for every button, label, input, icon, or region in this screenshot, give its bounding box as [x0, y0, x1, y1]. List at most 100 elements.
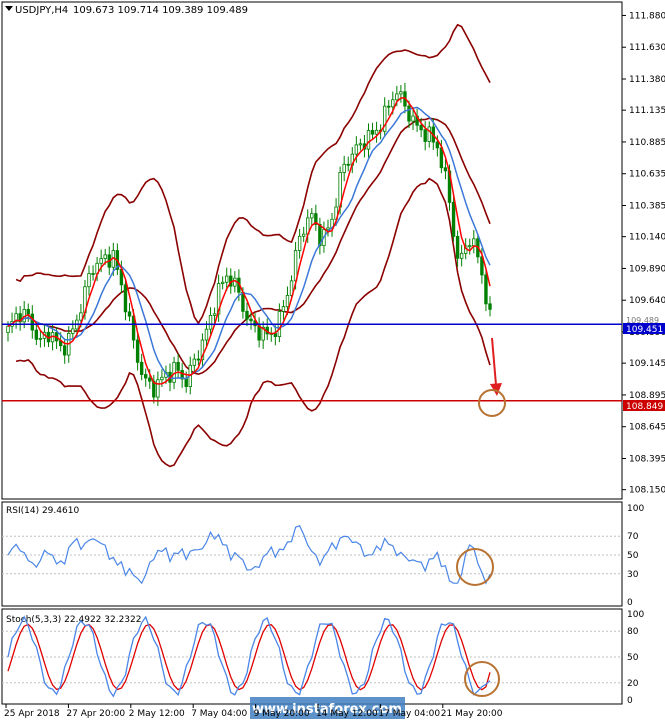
price-panel-frame — [1, 1, 623, 500]
candle — [346, 156, 350, 172]
candle-body — [192, 358, 197, 366]
candle-body — [176, 361, 180, 371]
candle-body — [488, 303, 492, 310]
candle-body — [310, 213, 314, 219]
time-axis: 25 Apr 2018 27 Apr 20:00 2 May 12:00 7 May … — [4, 704, 503, 719]
candle-body — [87, 273, 91, 288]
candle-body — [18, 313, 22, 323]
price-axis-ticks: 111.880 111.630 111.380 111.135 110.885 110.6… — [622, 11, 665, 496]
candle — [176, 353, 180, 378]
target-price-label: 108.849 — [626, 402, 663, 412]
candle-body — [139, 361, 144, 375]
stoch-levels: 100 80 50 20 0 — [2, 610, 644, 706]
candle — [488, 296, 492, 317]
candle — [358, 138, 363, 151]
candle-body — [257, 325, 261, 341]
candle — [427, 121, 431, 148]
stoch-level-label: 80 — [627, 627, 639, 637]
fast-ma-line — [7, 97, 491, 385]
candle-body — [91, 273, 95, 275]
chart-symbol: USDJPY,H4 — [15, 5, 68, 16]
candle-body — [484, 274, 488, 305]
rsi-title: RSI(14) 29.4610 — [6, 506, 79, 516]
candle-body — [395, 93, 399, 101]
candle — [407, 100, 411, 129]
candle-body — [468, 245, 472, 248]
price-tick-label: 110.385 — [629, 202, 665, 212]
candle-body — [297, 235, 302, 251]
candle — [180, 363, 184, 388]
time-tick-label: 25 Apr 2018 — [4, 709, 60, 719]
candle-body — [200, 339, 205, 361]
candle-body — [419, 124, 423, 131]
candle — [301, 226, 306, 243]
candle — [249, 312, 253, 330]
watermark-band — [250, 697, 405, 719]
candle-body — [301, 233, 306, 237]
candle — [135, 332, 140, 371]
candle-body — [443, 167, 448, 172]
candle — [387, 99, 391, 116]
candle-body — [427, 126, 431, 142]
candle — [484, 267, 488, 312]
candle-body — [374, 129, 379, 135]
price-tick-label: 111.135 — [629, 106, 665, 116]
candle-body — [135, 339, 140, 363]
candle-body — [63, 345, 67, 356]
candle-body — [123, 284, 128, 313]
candle-body — [346, 163, 350, 166]
candle — [225, 267, 229, 291]
candle-body — [472, 238, 476, 247]
candle — [144, 368, 148, 387]
rsi-level-label: 50 — [627, 551, 639, 561]
rsi-panel-frame — [1, 501, 623, 607]
candle — [212, 307, 217, 324]
candle-body — [233, 277, 237, 287]
candlestick-series — [6, 82, 492, 406]
price-tick-label: 108.895 — [629, 391, 665, 401]
candle — [281, 299, 286, 320]
candle — [423, 121, 427, 151]
stoch-level-label: 0 — [627, 696, 633, 706]
candle — [261, 321, 265, 349]
candle-body — [184, 378, 188, 387]
time-tick-label: 2 May 12:00 — [129, 709, 185, 719]
candle-body — [160, 376, 164, 381]
candle — [297, 228, 302, 259]
candle-body — [435, 141, 440, 149]
price-tick-label: 110.140 — [629, 233, 665, 243]
candle-body — [423, 129, 427, 142]
candle-body — [99, 258, 103, 264]
candle-body — [208, 315, 213, 330]
bollinger-upper — [15, 23, 491, 325]
candle — [127, 303, 132, 322]
candle-body — [273, 333, 278, 338]
target-price-flag — [623, 400, 665, 411]
candle — [366, 123, 371, 158]
bollinger-middle — [16, 117, 491, 376]
candle-body — [79, 312, 83, 321]
candle-body — [148, 377, 152, 382]
rsi-level-label: 0 — [627, 598, 633, 608]
candle-body — [144, 374, 148, 379]
candle-body — [34, 329, 39, 340]
rsi-line — [7, 525, 491, 585]
target-circle — [478, 389, 506, 417]
candle — [200, 333, 205, 368]
price-tick-label: 111.880 — [629, 11, 665, 21]
horizontal-levels — [2, 323, 622, 402]
price-tick-label: 110.635 — [629, 170, 665, 180]
forecast-arrow — [490, 337, 502, 396]
candle — [87, 265, 91, 296]
candle-body — [382, 105, 387, 132]
candle — [192, 353, 197, 375]
slow-ma-line — [7, 106, 491, 380]
candle — [30, 305, 35, 339]
candle — [91, 265, 95, 281]
candle-body — [249, 318, 253, 322]
candle — [314, 204, 318, 231]
moving-averages — [7, 97, 491, 385]
candle-body — [326, 227, 330, 230]
chart-ohlc: 109.673 109.714 109.389 109.489 — [73, 5, 248, 16]
